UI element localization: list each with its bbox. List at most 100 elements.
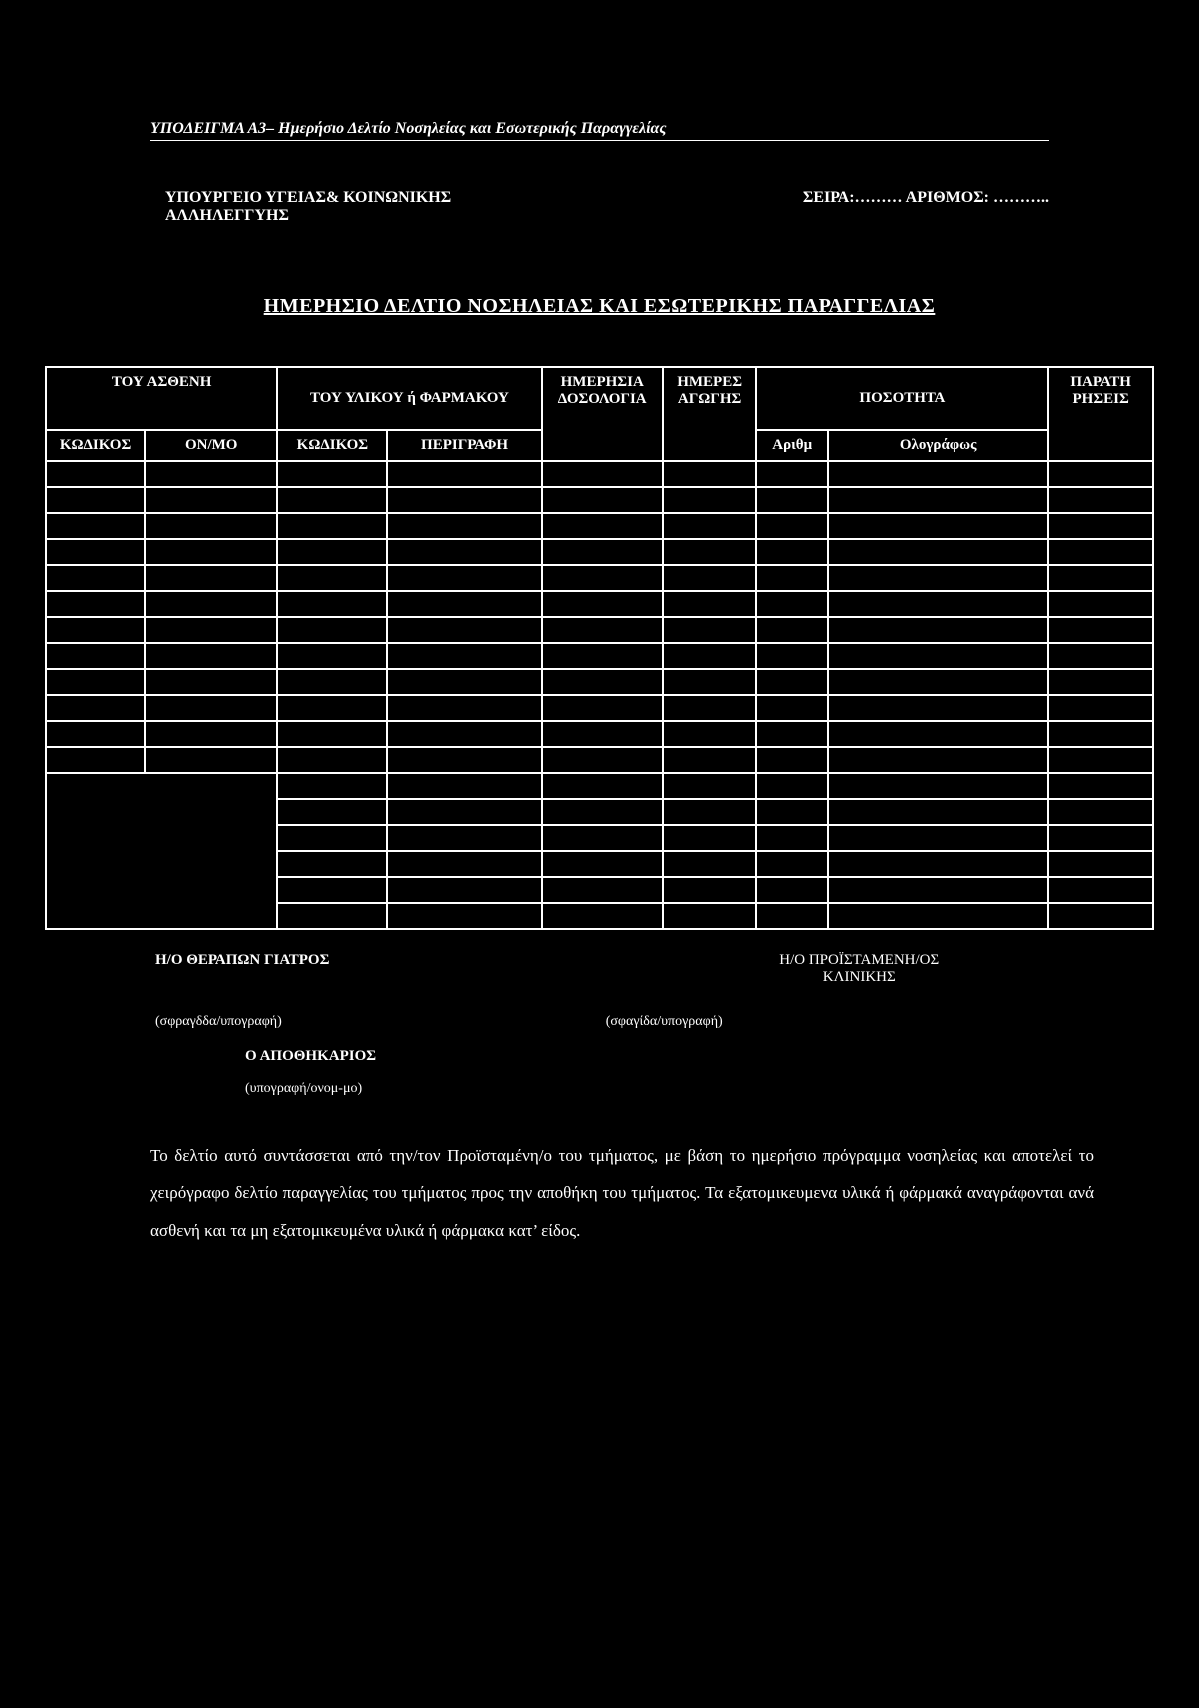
table-cell (542, 695, 663, 721)
table-cell (387, 695, 541, 721)
table-cell (1048, 773, 1153, 799)
table-cell (828, 591, 1048, 617)
table-cell (828, 565, 1048, 591)
table-cell (1048, 539, 1153, 565)
th-qty-num: Αριθμ (756, 430, 828, 461)
org-row: ΥΠΟΥΡΓΕΙΟ ΥΓΕΙΑΣ& ΚΟΙΝΩΝΙΚΗΣ ΑΛΛΗΛΕΓΓΥΗΣ… (165, 189, 1049, 225)
table-row (46, 591, 1153, 617)
table-cell (828, 539, 1048, 565)
table-cell (277, 461, 387, 487)
table-row (46, 565, 1153, 591)
table-cell (1048, 591, 1153, 617)
table-cell (145, 461, 277, 487)
document-title: ΗΜΕΡΗΣΙΟ ΔΕΛΤΙΟ ΝΟΣΗΛΕΙΑΣ ΚΑΙ ΕΣΩΤΕΡΙΚΗΣ… (45, 295, 1154, 318)
table-cell (756, 643, 828, 669)
table-cell (663, 591, 757, 617)
table-cell (1048, 851, 1153, 877)
table-cell (828, 903, 1048, 929)
table-cell (828, 461, 1048, 487)
table-cell (145, 721, 277, 747)
table-row (46, 747, 1153, 773)
table-cell (277, 539, 387, 565)
table-cell (542, 669, 663, 695)
table-cell (663, 643, 757, 669)
table-cell (663, 903, 757, 929)
th-patient: ΤΟΥ ΑΣΘΕΝΗ (46, 367, 277, 430)
table-cell (46, 513, 145, 539)
table-cell (1048, 747, 1153, 773)
th-notes: ΠΑΡΑΤΗ ΡΗΣΕΙΣ (1048, 367, 1153, 461)
table-cell (542, 877, 663, 903)
table-cell (145, 487, 277, 513)
table-cell (387, 747, 541, 773)
table-cell (828, 773, 1048, 799)
table-cell (542, 747, 663, 773)
table-cell (145, 565, 277, 591)
table-cell (145, 695, 277, 721)
table-cell (542, 825, 663, 851)
table-cell (387, 539, 541, 565)
table-cell (542, 487, 663, 513)
table-cell (663, 825, 757, 851)
table-cell (277, 513, 387, 539)
table-cell (387, 669, 541, 695)
table-cell (1048, 721, 1153, 747)
table-row (46, 461, 1153, 487)
table-cell (756, 695, 828, 721)
table-cell (1048, 461, 1153, 487)
table-cell (387, 643, 541, 669)
table-row (46, 773, 1153, 799)
table-cell (828, 877, 1048, 903)
table-cell (145, 669, 277, 695)
sig-doctor-title: Η/Ο ΘΕΡΑΠΩΝ ΓΙΑΤΡΟΣ (155, 952, 625, 986)
table-cell (542, 513, 663, 539)
table-cell (828, 799, 1048, 825)
table-cell (663, 799, 757, 825)
table-cell (277, 877, 387, 903)
table-cell (1048, 487, 1153, 513)
table-cell (542, 721, 663, 747)
table-cell (663, 669, 757, 695)
sig-head-line: (σφαγίδα/υπογραφή) (606, 1014, 1094, 1030)
table-row (46, 721, 1153, 747)
table-cell (277, 721, 387, 747)
table-cell (756, 461, 828, 487)
order-table: ΤΟΥ ΑΣΘΕΝΗ ΤΟΥ ΥΛΙΚΟΥ ή ΦΑΡΜΑΚΟΥ ΗΜΕΡΗΣΙ… (45, 366, 1154, 930)
table-cell (387, 903, 541, 929)
table-cell (756, 617, 828, 643)
table-cell (663, 721, 757, 747)
sig-doctor-line: (σφραγδδα/υπογραφή) (155, 1014, 606, 1030)
table-cell (828, 643, 1048, 669)
table-cell (1048, 799, 1153, 825)
table-cell (756, 799, 828, 825)
table-cell (46, 565, 145, 591)
table-cell (542, 903, 663, 929)
table-cell (277, 903, 387, 929)
table-cell (663, 461, 757, 487)
table-cell (145, 643, 277, 669)
signature-block: Η/Ο ΘΕΡΑΠΩΝ ΓΙΑΤΡΟΣ Η/Ο ΠΡΟΪΣΤΑΜΕΝΗ/ΟΣ Κ… (155, 952, 1094, 1097)
table-cell (542, 617, 663, 643)
table-cell (828, 747, 1048, 773)
table-cell (277, 799, 387, 825)
table-cell (1048, 825, 1153, 851)
table-cell (1048, 513, 1153, 539)
table-cell (756, 487, 828, 513)
table-cell (1048, 903, 1153, 929)
table-cell (663, 695, 757, 721)
sig-storekeeper-title: Ο ΑΠΟΘΗΚΑΡΙΟΣ (245, 1048, 1094, 1065)
table-cell (542, 851, 663, 877)
table-cell (828, 721, 1048, 747)
table-cell (756, 747, 828, 773)
table-cell (46, 461, 145, 487)
table-cell (277, 565, 387, 591)
table-cell (542, 643, 663, 669)
table-cell (1048, 695, 1153, 721)
table-cell (145, 539, 277, 565)
table-row (46, 617, 1153, 643)
table-cell (46, 747, 145, 773)
table-row (46, 513, 1153, 539)
th-mat-desc: ΠΕΡΙΓΡΑΦΗ (387, 430, 541, 461)
table-cell (145, 513, 277, 539)
table-cell (756, 903, 828, 929)
